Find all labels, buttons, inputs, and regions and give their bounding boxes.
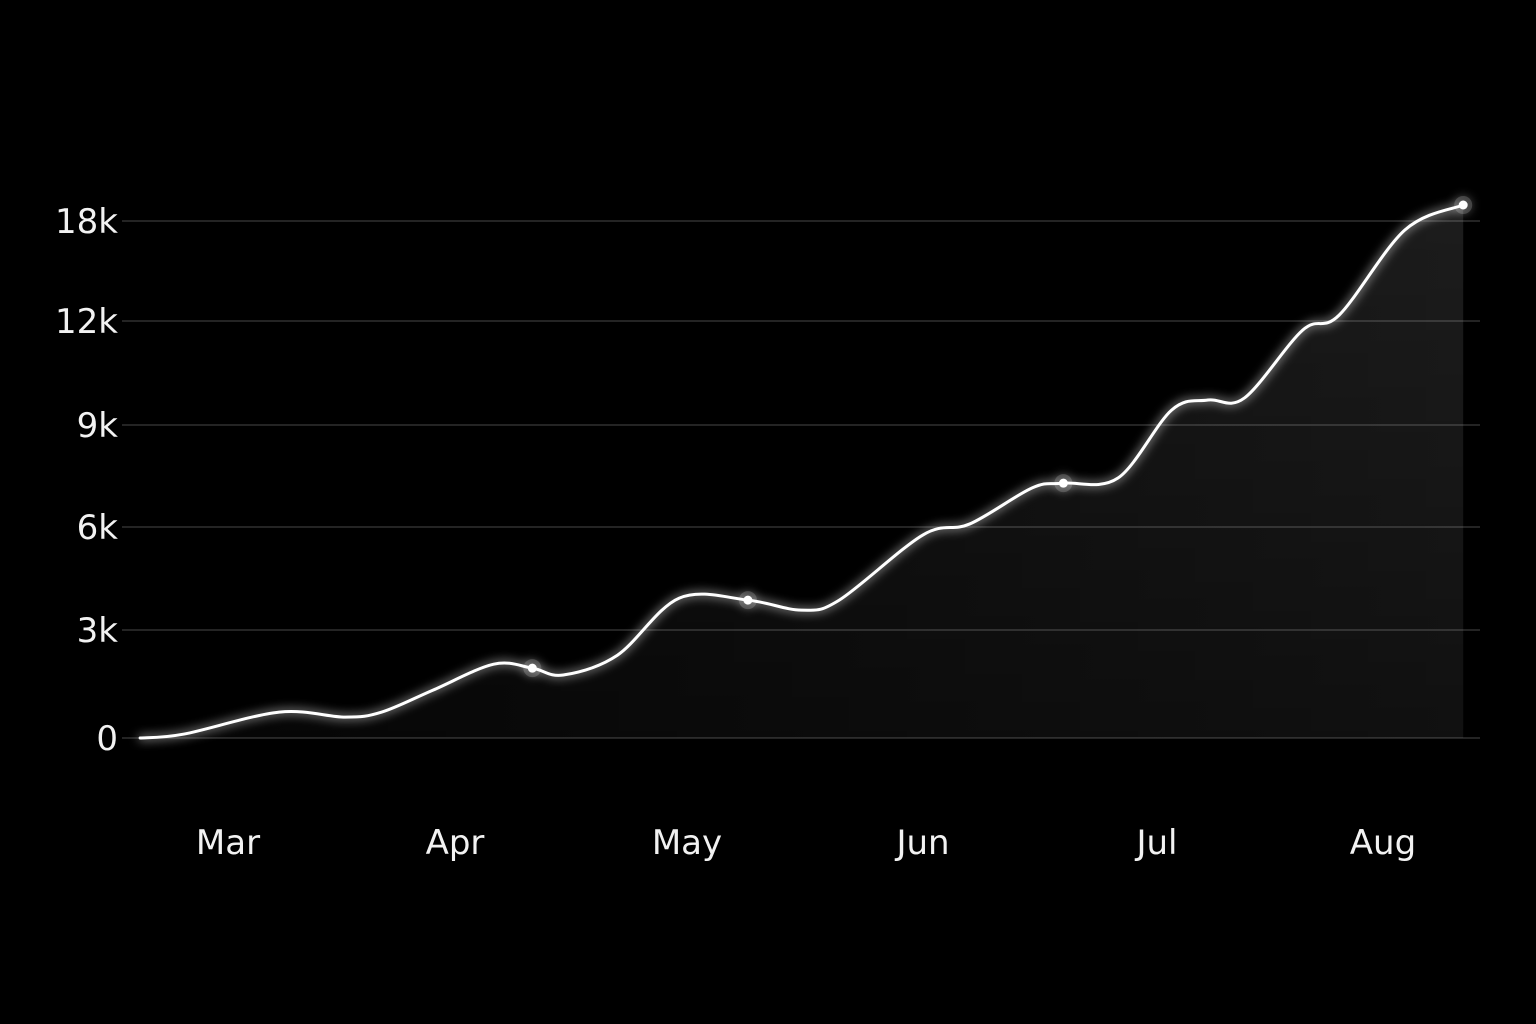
y-tick-label: 18k <box>55 202 118 242</box>
area-fill <box>140 205 1464 738</box>
y-tick-label: 12k <box>55 302 118 342</box>
x-tick-label: Mar <box>196 823 260 863</box>
highlight-point <box>1458 200 1468 210</box>
highlight-markers <box>523 196 1473 678</box>
x-tick-label: Jul <box>1134 823 1177 863</box>
y-tick-label: 6k <box>77 508 119 548</box>
y-axis: 0 3k 6k 9k 12k 18k <box>55 202 118 759</box>
x-axis: Mar Apr May Jun Jul Aug <box>196 823 1416 863</box>
y-tick-label: 3k <box>77 611 119 651</box>
highlight-point <box>743 595 753 605</box>
highlight-point <box>1058 478 1068 488</box>
x-tick-label: Apr <box>426 823 485 863</box>
y-tick-label: 9k <box>77 406 119 446</box>
series-line <box>138 203 1465 740</box>
x-tick-label: Aug <box>1350 823 1416 863</box>
x-tick-label: Jun <box>894 823 949 863</box>
highlight-point <box>527 663 537 673</box>
y-tick-label: 0 <box>96 719 118 759</box>
x-tick-label: May <box>652 823 722 863</box>
